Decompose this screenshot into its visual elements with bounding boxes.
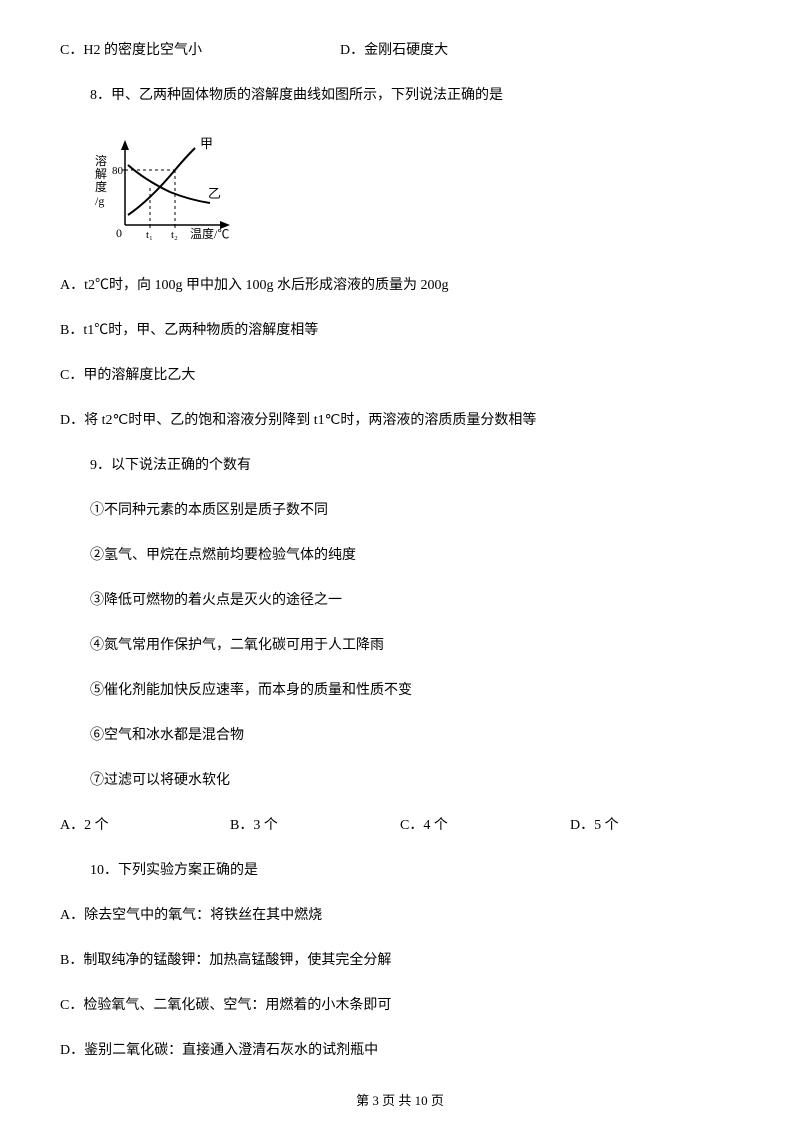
svg-text:度: 度 xyxy=(95,179,107,194)
svg-text:t₁: t₁ xyxy=(146,229,153,241)
y-tick-label: 80 xyxy=(112,165,124,177)
q7-option-d: D．金刚石硬度大 xyxy=(340,40,448,61)
q10-option-a: A．除去空气中的氧气：将铁丝在其中燃烧 xyxy=(60,905,740,926)
svg-text:溶: 溶 xyxy=(95,153,107,168)
q10-option-c: C．检验氧气、二氧化碳、空气：用燃着的小木条即可 xyxy=(60,995,740,1016)
q10-option-b: B．制取纯净的锰酸钾：加热高锰酸钾，使其完全分解 xyxy=(60,950,740,971)
q9-option-c: C．4 个 xyxy=(400,815,570,836)
q9-s6: ⑥空气和冰水都是混合物 xyxy=(90,725,740,746)
page-footer: 第 3 页 共 10 页 xyxy=(0,1091,800,1111)
q8-diagram: 80 溶 解 度 /g 甲 乙 t₁ t₂ 温度/℃ 0 xyxy=(90,130,740,257)
q9-s1: ①不同种元素的本质区别是质子数不同 xyxy=(90,500,740,521)
q9-s5: ⑤催化剂能加快反应速率，而本身的质量和性质不变 xyxy=(90,680,740,701)
q9-option-b: B．3 个 xyxy=(230,815,400,836)
q9-s3: ③降低可燃物的着火点是灭火的途径之一 xyxy=(90,590,740,611)
q8-option-b: B．t1℃时，甲、乙两种物质的溶解度相等 xyxy=(60,320,740,341)
solubility-graph-icon: 80 溶 解 度 /g 甲 乙 t₁ t₂ 温度/℃ 0 xyxy=(90,130,260,250)
q8-option-c: C．甲的溶解度比乙大 xyxy=(60,365,740,386)
q7-options-cd: C．H2 的密度比空气小 D．金刚石硬度大 xyxy=(60,40,740,61)
svg-text:温度/℃: 温度/℃ xyxy=(190,226,229,241)
curve1-label: 甲 xyxy=(200,136,213,151)
q8-option-a: A．t2℃时，向 100g 甲中加入 100g 水后形成溶液的质量为 200g xyxy=(60,275,740,296)
q9-s2: ②氢气、甲烷在点燃前均要检验气体的纯度 xyxy=(90,545,740,566)
q9-options: A．2 个 B．3 个 C．4 个 D．5 个 xyxy=(60,815,740,836)
q9-stem: 9．以下说法正确的个数有 xyxy=(90,455,740,476)
q8-option-d: D．将 t2℃时甲、乙的饱和溶液分别降到 t1℃时，两溶液的溶质质量分数相等 xyxy=(60,410,740,431)
q9-s7: ⑦过滤可以将硬水软化 xyxy=(90,770,740,791)
svg-text:/g: /g xyxy=(95,194,104,208)
svg-text:t₂: t₂ xyxy=(171,229,178,241)
q9-option-d: D．5 个 xyxy=(570,815,740,836)
svg-text:解: 解 xyxy=(95,167,107,181)
curve2-label: 乙 xyxy=(208,186,221,201)
q9-option-a: A．2 个 xyxy=(60,815,230,836)
q7-option-c: C．H2 的密度比空气小 xyxy=(60,40,340,61)
q10-option-d: D．鉴别二氧化碳：直接通入澄清石灰水的试剂瓶中 xyxy=(60,1040,740,1061)
q10-stem: 10．下列实验方案正确的是 xyxy=(90,860,740,881)
svg-text:0: 0 xyxy=(116,226,122,240)
q9-s4: ④氮气常用作保护气，二氧化碳可用于人工降雨 xyxy=(90,635,740,656)
q8-stem: 8．甲、乙两种固体物质的溶解度曲线如图所示，下列说法正确的是 xyxy=(90,85,740,106)
